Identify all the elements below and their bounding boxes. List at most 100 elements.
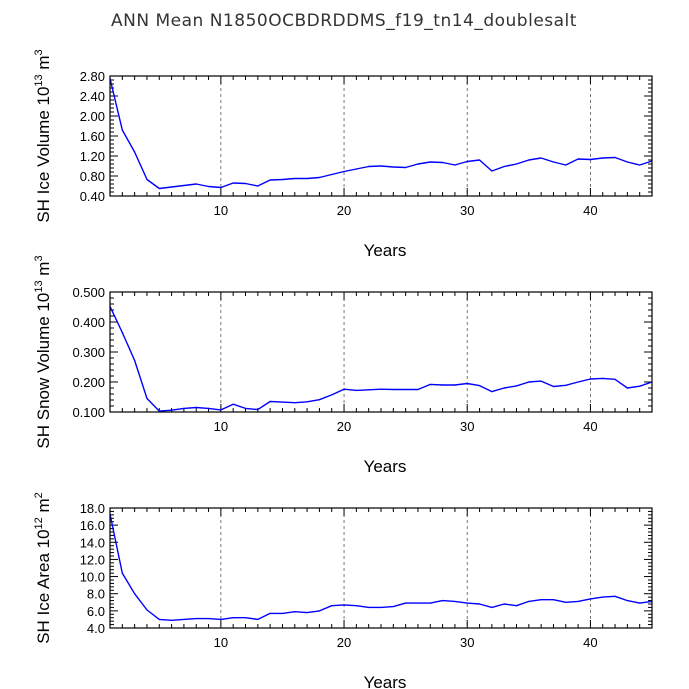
- snow-volume-y-tick-label: 0.100: [72, 405, 105, 420]
- ice-area-data-point: [577, 600, 579, 603]
- ice-volume-panel: 0.40 0.80 1.20 1.60 2.00 2.40 2.80 10 20 30 40 Year…: [33, 49, 653, 260]
- snow-volume-data-point: [331, 394, 333, 396]
- snow-volume-data-point: [417, 388, 419, 391]
- ice-area-data-point: [306, 611, 308, 614]
- ice-area-data-point: [281, 612, 284, 615]
- ice-area-data-point: [503, 603, 505, 605]
- ice-volume-data-point: [417, 163, 419, 165]
- ice-volume-x-tick-label: 10: [214, 203, 228, 218]
- snow-volume-data-point: [614, 378, 616, 380]
- snow-volume-data-point: [528, 381, 530, 383]
- snow-volume-plot-frame: [109, 291, 653, 413]
- snow-volume-data-point: [491, 391, 493, 393]
- snow-volume-x-axis-title: Years: [364, 457, 407, 476]
- snow-volume-data-point: [170, 409, 173, 411]
- snow-volume-data-point: [368, 389, 370, 391]
- ice-volume-data-point: [552, 161, 555, 163]
- ice-area-data-point: [146, 609, 148, 611]
- ice-volume-x-tick-label: 20: [337, 203, 351, 218]
- snow-volume-data-point: [183, 407, 185, 409]
- snow-volume-data-point: [294, 402, 296, 404]
- ice-volume-x-tick-label: 40: [583, 203, 597, 218]
- ice-area-data-point: [244, 617, 247, 619]
- ice-area-data-point: [368, 606, 370, 609]
- snow-volume-y-axis-title: SH Snow Volume 1013 m3: [33, 255, 53, 448]
- snow-volume-x-tick-label: 30: [460, 419, 474, 434]
- snow-volume-data-point: [146, 397, 148, 400]
- ice-area-y-tick-label: 6.0: [87, 604, 105, 619]
- ice-volume-data-point: [281, 178, 284, 181]
- ice-area-y-tick-label: 4.0: [87, 621, 105, 636]
- snow-volume-data-point: [602, 377, 604, 379]
- ice-area-data-point: [269, 612, 271, 615]
- ice-area-panel: 4.0 6.0 8.0 10.0 12.0 14.0 16.0 18.0 10 20 30 40 Yea…: [33, 492, 653, 689]
- snow-volume-x-tick-label: 40: [583, 419, 597, 434]
- ice-area-data-point: [294, 611, 296, 613]
- snow-volume-data-point: [195, 406, 197, 409]
- snow-volume-data-point: [503, 387, 505, 389]
- ice-volume-data-point: [466, 160, 468, 163]
- ice-volume-data-point: [626, 161, 628, 163]
- ice-volume-data-point: [195, 183, 197, 185]
- ice-area-data-point: [170, 619, 173, 621]
- ice-area-data-point: [392, 605, 394, 608]
- figure-title: ANN Mean N1850OCBDRDDMS_f19_tn14_doubles…: [111, 11, 577, 31]
- ice-volume-data-point: [269, 179, 271, 181]
- ice-volume-data-point: [343, 170, 345, 173]
- ice-volume-y-tick-label: 2.40: [80, 89, 105, 104]
- ice-area-data-point: [380, 606, 382, 609]
- ice-area-data-point: [232, 617, 234, 619]
- ice-area-data-point: [207, 617, 210, 620]
- ice-volume-y-tick-label: 0.40: [80, 189, 105, 204]
- snow-volume-data-point: [466, 382, 468, 385]
- ice-area-data-point: [540, 599, 542, 601]
- snow-volume-x-tick-label: 20: [337, 419, 351, 434]
- ice-area-x-tick-label: 20: [337, 635, 351, 650]
- ice-area-x-axis-title: Years: [364, 673, 407, 689]
- snow-volume-data-point: [257, 409, 259, 411]
- ice-volume-data-point: [392, 166, 394, 168]
- snow-volume-y-tick-label: 0.500: [72, 285, 105, 300]
- ice-volume-data-point: [639, 164, 641, 166]
- ice-area-data-point: [515, 605, 518, 607]
- ice-area-data-point: [589, 598, 592, 600]
- snow-volume-data-point: [454, 384, 456, 386]
- snow-volume-data-point: [478, 385, 481, 387]
- ice-area-data-point: [626, 599, 628, 602]
- ice-area-data-point: [257, 618, 259, 621]
- ice-volume-data-point: [244, 182, 247, 185]
- ice-volume-data-point: [170, 186, 173, 188]
- snow-volume-y-tick-label: 0.200: [72, 375, 105, 390]
- ice-area-data-point: [318, 610, 321, 612]
- ice-area-x-tick-label: 10: [214, 635, 228, 650]
- ice-volume-data-point: [146, 178, 148, 181]
- ice-area-data-point: [331, 605, 333, 607]
- snow-volume-x-tick-label: 10: [214, 419, 228, 434]
- ice-area-data-point: [405, 602, 407, 604]
- ice-area-data-point: [417, 602, 419, 604]
- ice-volume-y-tick-label: 2.80: [80, 69, 105, 84]
- ice-volume-data-point: [158, 187, 160, 190]
- snow-volume-data-point: [343, 388, 345, 390]
- ice-area-data-point: [134, 593, 136, 595]
- snow-volume-data-point: [207, 407, 210, 409]
- snow-volume-data-point: [269, 400, 271, 403]
- ice-area-data-point: [158, 618, 160, 621]
- ice-volume-data-point: [220, 186, 222, 189]
- ice-area-data-point: [220, 618, 222, 621]
- ice-volume-x-axis-title: Years: [364, 241, 407, 260]
- ice-volume-y-tick-label: 2.00: [80, 109, 105, 124]
- snow-volume-y-tick-label: 0.300: [72, 345, 105, 360]
- ice-volume-x-tick-label: 30: [460, 203, 474, 218]
- snow-volume-data-point: [441, 384, 444, 386]
- snow-volume-data-point: [565, 384, 567, 386]
- ice-area-y-tick-label: 10.0: [80, 570, 105, 585]
- ice-area-data-point: [639, 602, 641, 604]
- ice-volume-series-line: [109, 78, 653, 190]
- snow-volume-data-point: [318, 399, 321, 401]
- ice-area-y-axis-title: SH Ice Area 1012 m2: [33, 492, 53, 644]
- ice-volume-data-point: [565, 164, 567, 166]
- ice-volume-y-tick-label: 0.80: [80, 169, 105, 184]
- snow-volume-data-point: [121, 331, 123, 334]
